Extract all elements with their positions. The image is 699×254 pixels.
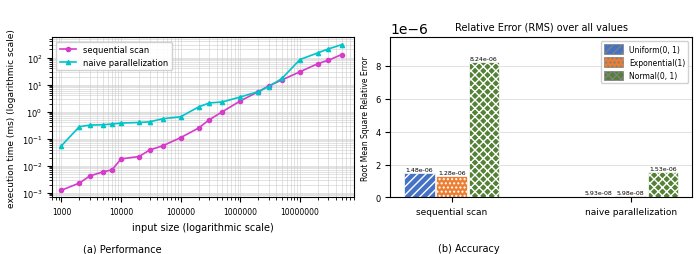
sequential scan	[75, 182, 84, 185]
naive parallelization	[205, 102, 213, 105]
sequential scan	[314, 63, 322, 66]
naive parallelization	[117, 122, 125, 125]
sequential scan	[57, 189, 66, 192]
Title: Relative Error (RMS) over all values: Relative Error (RMS) over all values	[455, 22, 628, 32]
Bar	[616, 197, 646, 198]
Text: 5.93e-08: 5.93e-08	[584, 191, 612, 196]
Y-axis label: Root Mean Square Relative Error: Root Mean Square Relative Error	[361, 56, 370, 180]
naive parallelization	[75, 126, 84, 129]
naive parallelization	[99, 124, 108, 127]
Bar	[436, 177, 467, 198]
Legend: Uniform(0, 1), Exponential(1), Normal(0, 1): Uniform(0, 1), Exponential(1), Normal(0,…	[600, 42, 689, 84]
X-axis label: input size (logarithmic scale): input size (logarithmic scale)	[132, 222, 274, 232]
naive parallelization	[254, 91, 263, 94]
Bar	[468, 62, 499, 198]
naive parallelization	[236, 96, 245, 99]
sequential scan	[86, 175, 94, 178]
sequential scan	[278, 79, 286, 82]
sequential scan	[265, 85, 273, 88]
sequential scan	[324, 59, 333, 62]
sequential scan	[205, 119, 213, 122]
naive parallelization	[57, 145, 66, 148]
Line: sequential scan: sequential scan	[59, 53, 344, 193]
Text: (a) Performance: (a) Performance	[83, 244, 161, 253]
naive parallelization	[296, 59, 304, 62]
sequential scan	[159, 145, 167, 148]
naive parallelization	[108, 123, 116, 126]
sequential scan	[177, 137, 185, 140]
naive parallelization	[177, 116, 185, 119]
sequential scan	[99, 171, 108, 174]
sequential scan	[117, 158, 125, 161]
sequential scan	[194, 127, 203, 130]
sequential scan	[108, 169, 116, 172]
Line: naive parallelization: naive parallelization	[59, 43, 344, 148]
Text: 5.98e-08: 5.98e-08	[617, 191, 644, 196]
Text: (b) Accuracy: (b) Accuracy	[438, 244, 499, 253]
Text: 8.24e-06: 8.24e-06	[470, 57, 498, 61]
naive parallelization	[86, 124, 94, 127]
sequential scan	[296, 71, 304, 74]
sequential scan	[236, 100, 245, 103]
naive parallelization	[135, 121, 143, 124]
naive parallelization	[218, 101, 226, 104]
Bar	[648, 173, 678, 198]
naive parallelization	[159, 118, 167, 121]
naive parallelization	[278, 77, 286, 81]
Text: 1.53e-06: 1.53e-06	[649, 167, 677, 171]
Text: 1.28e-06: 1.28e-06	[438, 171, 466, 176]
sequential scan	[135, 155, 143, 158]
naive parallelization	[338, 44, 346, 47]
naive parallelization	[314, 52, 322, 55]
naive parallelization	[194, 106, 203, 109]
sequential scan	[254, 91, 263, 94]
naive parallelization	[145, 121, 154, 124]
Bar	[583, 197, 614, 198]
sequential scan	[338, 54, 346, 57]
Y-axis label: execution time (ms) (logarithmic scale): execution time (ms) (logarithmic scale)	[7, 29, 16, 207]
sequential scan	[218, 111, 226, 114]
Bar	[404, 173, 435, 198]
Legend: sequential scan, naive parallelization: sequential scan, naive parallelization	[57, 42, 172, 71]
sequential scan	[145, 149, 154, 152]
Text: 1.48e-06: 1.48e-06	[405, 167, 433, 172]
naive parallelization	[324, 48, 333, 51]
naive parallelization	[265, 86, 273, 89]
